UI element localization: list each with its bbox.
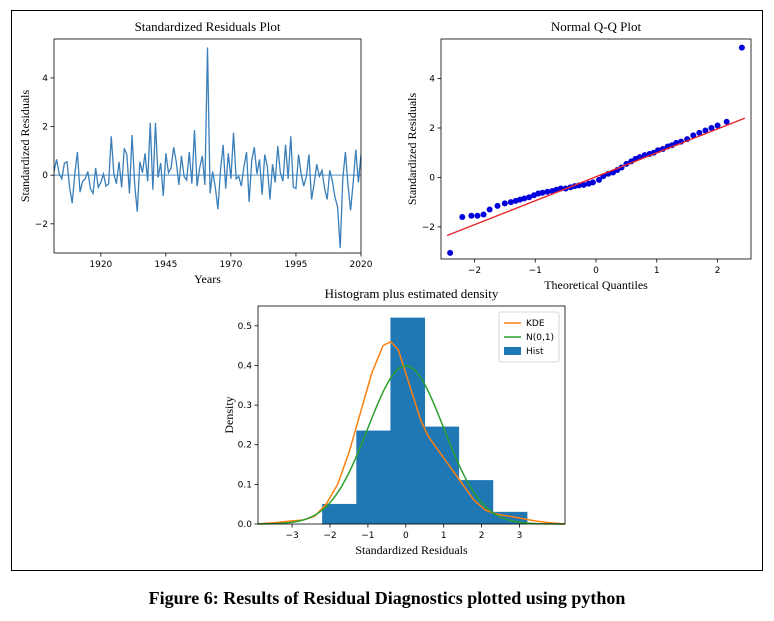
chart-title: Normal Q-Q Plot xyxy=(551,19,642,34)
histogram-bar xyxy=(390,317,426,525)
y-tick-label: 4 xyxy=(42,74,48,84)
y-axis-label: Density xyxy=(222,396,236,433)
chart-title: Standardized Residuals Plot xyxy=(135,19,281,34)
y-tick-label: 2 xyxy=(42,123,48,133)
legend-label: Hist xyxy=(526,347,544,357)
normal-pdf-curve xyxy=(257,365,566,525)
histogram-bar xyxy=(322,503,357,525)
qq-point xyxy=(714,122,721,129)
legend-label: KDE xyxy=(526,319,545,329)
x-tick-label: −2 xyxy=(468,266,481,276)
kde-curve xyxy=(257,340,566,525)
figure-frame: 1920 1945 1970 1995 2020 −2 0 2 4 Standardized Re… xyxy=(11,10,763,571)
x-tick-label: 2 xyxy=(715,266,721,276)
histogram-chart: −3 −2 −1 0 1 2 3 0.0 0.1 0.2 0.3 0.4 0.5 Histogram pl… xyxy=(222,286,566,557)
plot-area-border xyxy=(257,305,566,525)
histogram-bar xyxy=(424,426,460,525)
x-tick-label: 1970 xyxy=(219,260,242,270)
y-axis-label: Standardized Residuals xyxy=(405,93,419,206)
qq-point xyxy=(474,212,481,219)
qq-point xyxy=(690,132,697,139)
x-axis-label: Theoretical Quantiles xyxy=(544,278,648,292)
y-tick-label: 0.5 xyxy=(238,322,252,332)
x-tick-label: −2 xyxy=(323,531,336,541)
qq-point xyxy=(723,118,730,125)
qq-point xyxy=(459,213,466,220)
y-tick-label: 0.0 xyxy=(238,520,253,530)
qq-point xyxy=(468,212,475,219)
qq-point xyxy=(447,249,454,256)
residuals-chart: 1920 1945 1970 1995 2020 −2 0 2 4 Standardized Re… xyxy=(18,19,373,286)
x-tick-label: 1995 xyxy=(285,260,308,270)
chart-title: Histogram plus estimated density xyxy=(325,286,499,301)
legend-label: N(0,1) xyxy=(526,333,554,343)
y-tick-label: 0.2 xyxy=(238,441,252,451)
y-tick-label: 0 xyxy=(429,173,435,183)
x-tick-label: −1 xyxy=(529,266,542,276)
x-tick-label: 1945 xyxy=(154,260,177,270)
y-tick-label: 0.3 xyxy=(238,401,252,411)
x-tick-label: 1 xyxy=(654,266,660,276)
qq-point xyxy=(708,124,715,131)
qq-point xyxy=(589,179,596,186)
y-tick-label: 0.1 xyxy=(238,480,252,490)
x-tick-label: 0 xyxy=(593,266,599,276)
x-tick-label: 3 xyxy=(517,531,523,541)
y-tick-label: 2 xyxy=(429,124,435,134)
qq-reference-line xyxy=(446,117,746,237)
qq-point xyxy=(480,211,487,218)
x-tick-label: 2020 xyxy=(350,260,373,270)
residuals-series-line xyxy=(54,47,361,249)
qq-point xyxy=(521,195,528,202)
y-tick-label: 4 xyxy=(429,75,435,85)
qq-point xyxy=(580,181,587,188)
qq-point xyxy=(526,194,533,201)
qq-point xyxy=(702,127,709,134)
y-axis-label: Standardized Residuals xyxy=(18,90,32,203)
qq-point xyxy=(486,206,493,213)
qq-point xyxy=(738,44,745,51)
y-tick-label: 0.4 xyxy=(238,361,253,371)
y-tick-label: −2 xyxy=(35,220,48,230)
qq-chart: −2 −1 0 1 2 −2 0 2 4 Normal Q-Q Plot Theoretical Q… xyxy=(405,19,752,292)
qq-point xyxy=(539,189,546,196)
x-axis-label: Standardized Residuals xyxy=(355,543,468,557)
plot-area-border xyxy=(440,38,752,260)
y-tick-label: −2 xyxy=(422,223,435,233)
qq-point xyxy=(507,199,514,206)
qq-point xyxy=(696,129,703,136)
x-tick-label: 0 xyxy=(403,531,409,541)
x-tick-label: 1 xyxy=(441,531,447,541)
x-axis-label: Years xyxy=(194,272,221,286)
legend-swatch-patch xyxy=(504,347,521,355)
y-tick-label: 0 xyxy=(42,171,48,181)
x-tick-label: −3 xyxy=(285,531,298,541)
qq-point xyxy=(544,188,551,195)
x-tick-label: 2 xyxy=(479,531,485,541)
x-tick-label: −1 xyxy=(361,531,374,541)
qq-point xyxy=(596,176,603,183)
figure-caption: Figure 6: Results of Residual Diagnostic… xyxy=(148,588,626,608)
x-tick-label: 1920 xyxy=(89,260,112,270)
qq-point xyxy=(501,200,508,207)
qq-point xyxy=(494,202,501,209)
histogram-bar xyxy=(356,430,391,525)
plot-area-border xyxy=(53,38,362,254)
